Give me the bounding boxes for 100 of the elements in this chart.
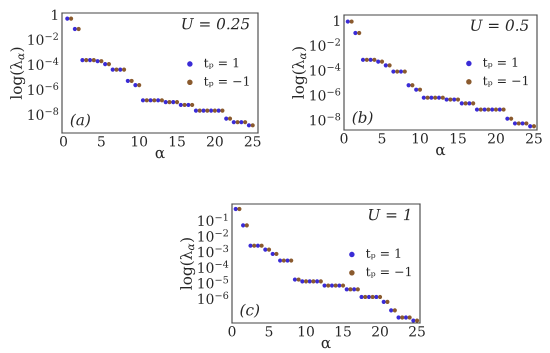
point [208, 108, 214, 113]
point [400, 315, 404, 320]
point [178, 102, 183, 107]
y-tick-label: 1 [52, 10, 58, 20]
point [490, 108, 494, 112]
point [448, 97, 452, 102]
point [382, 300, 386, 304]
point [372, 58, 376, 62]
point [95, 59, 100, 64]
annotation: U = 0.5 [471, 19, 528, 31]
point [278, 258, 282, 263]
x-tick-label: 5 [98, 136, 105, 147]
point [194, 108, 198, 113]
x-tick-label: 20 [488, 133, 504, 144]
point [72, 26, 77, 32]
point [235, 120, 240, 124]
point [69, 16, 74, 21]
y-tick-label: 10$^{−8}$ [28, 108, 58, 120]
y-tick-label: 10$^{−6}$ [310, 88, 340, 101]
point [374, 294, 378, 300]
point [532, 124, 536, 128]
point [509, 116, 514, 121]
point [137, 83, 142, 88]
point [364, 58, 369, 62]
x-tick-label: 15 [336, 326, 351, 337]
point [346, 19, 350, 24]
point [289, 258, 294, 263]
point [389, 308, 394, 312]
point [84, 58, 88, 62]
point [110, 68, 115, 72]
annotation: (c) [240, 304, 260, 318]
y-axis-title: log(λ$_{α}$) [180, 238, 196, 290]
point [494, 108, 498, 112]
point [520, 121, 525, 126]
point [402, 69, 407, 74]
annotation: U = 1 [369, 208, 410, 220]
point [363, 294, 368, 300]
point [114, 68, 119, 72]
point [171, 100, 176, 104]
annotation: (b) [352, 111, 372, 126]
point [250, 123, 255, 128]
y-tick-label: 10$^{−1}$ [198, 214, 228, 226]
point [406, 83, 411, 88]
point [224, 116, 228, 121]
point [422, 96, 426, 100]
point [152, 98, 156, 102]
point [164, 100, 168, 104]
point [106, 62, 111, 66]
point [385, 300, 390, 304]
point [467, 101, 472, 106]
y-tick-label: 10$^{−2}$ [310, 38, 340, 51]
point [243, 120, 248, 124]
point [304, 279, 308, 284]
x-tick-label: 25 [244, 136, 260, 147]
point [478, 108, 483, 112]
point [201, 108, 206, 113]
point [80, 58, 85, 62]
point [460, 101, 464, 106]
point [246, 123, 252, 128]
point [512, 121, 518, 126]
point [234, 206, 238, 212]
y-tick-label: 10$^{−2}$ [28, 32, 58, 46]
point [463, 101, 468, 106]
point [130, 78, 134, 83]
x-tick-label: 15 [170, 136, 185, 147]
point [356, 287, 360, 292]
point [144, 98, 149, 102]
point [140, 98, 146, 102]
point [148, 98, 153, 102]
y-tick-label: 10$^{−4}$ [198, 260, 228, 273]
point [524, 121, 528, 126]
point [205, 108, 210, 113]
point [263, 248, 268, 252]
point [368, 58, 373, 62]
point [444, 97, 449, 102]
x-tick-label: 10 [132, 136, 148, 147]
legend-label: tₚ = 1 [204, 58, 238, 69]
point [174, 100, 180, 104]
legend-label: tₚ = −1 [204, 76, 249, 88]
y-tick-label: 1 [334, 16, 340, 26]
point [270, 252, 275, 256]
point [337, 283, 342, 288]
point [359, 294, 364, 300]
x-tick-label: 10 [298, 326, 314, 337]
legend-label: tₚ = −1 [482, 76, 528, 87]
point [474, 108, 480, 112]
point [486, 108, 490, 112]
point [357, 30, 362, 36]
y-tick-label: 10$^{−2}$ [198, 229, 228, 242]
point [99, 59, 104, 64]
point [482, 108, 487, 112]
point [376, 60, 380, 64]
point [414, 318, 420, 323]
point [429, 96, 434, 100]
point [360, 58, 366, 62]
point [498, 108, 502, 112]
point [353, 30, 358, 36]
point [260, 244, 264, 248]
point [237, 206, 242, 212]
point [388, 63, 392, 68]
